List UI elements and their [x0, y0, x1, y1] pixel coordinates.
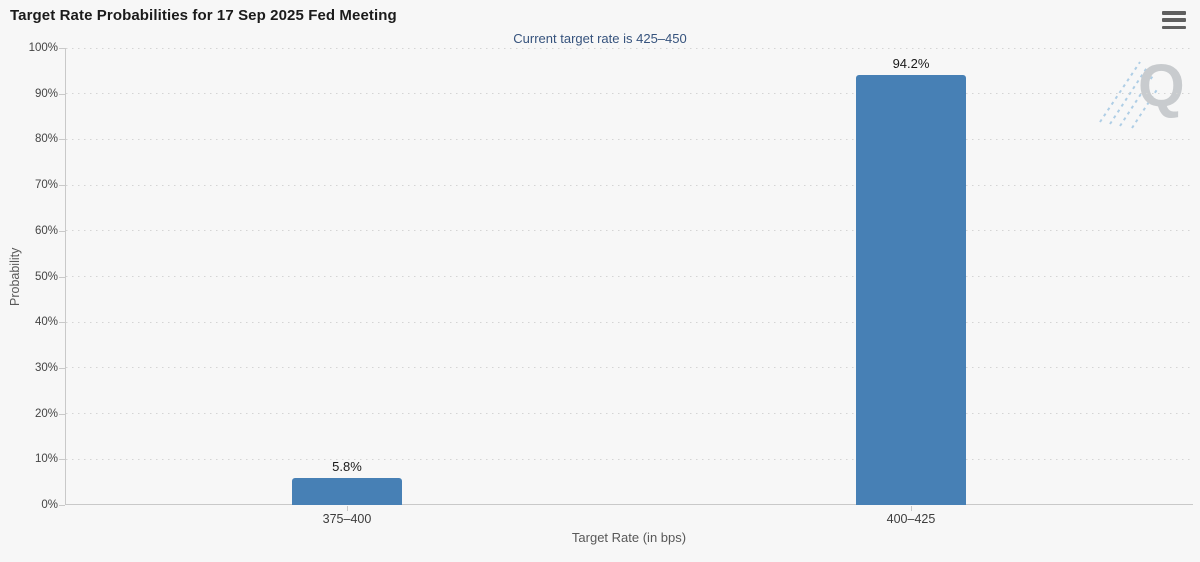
y-tick-label: 50%	[34, 270, 58, 283]
x-tick-mark	[347, 506, 348, 511]
y-tick-mark	[59, 459, 65, 461]
gridline	[66, 47, 1193, 49]
y-tick-label: 20%	[34, 407, 58, 420]
gridline	[66, 230, 1193, 232]
menu-bar	[1162, 18, 1186, 22]
gridline	[66, 321, 1193, 323]
gridline	[66, 458, 1193, 460]
bar-375–400[interactable]	[292, 478, 402, 505]
y-tick-mark	[59, 413, 65, 415]
y-tick-label: 40%	[34, 316, 58, 329]
y-tick-label: 0%	[41, 499, 58, 511]
y-tick-mark	[59, 48, 65, 49]
y-tick-label: 60%	[34, 224, 58, 237]
y-tick-label: 100%	[28, 42, 58, 54]
y-tick-label: 10%	[34, 453, 58, 466]
chart-title: Target Rate Probabilities for 17 Sep 202…	[10, 7, 397, 24]
chart-subtitle: Current target rate is 425–450	[513, 31, 687, 46]
y-tick-label: 90%	[34, 87, 58, 100]
y-axis-title: Probability	[8, 247, 22, 306]
hamburger-menu-icon[interactable]	[1162, 11, 1186, 29]
y-tick-mark	[59, 505, 65, 506]
watermark-q-letter: Q	[1138, 52, 1185, 119]
x-tick-mark	[911, 506, 912, 511]
y-tick-label: 70%	[34, 179, 58, 192]
gridline	[66, 138, 1193, 140]
y-tick-mark	[59, 93, 65, 95]
x-category-label: 400–425	[886, 512, 936, 526]
x-category-label: 375–400	[322, 512, 372, 526]
gridline	[66, 367, 1193, 369]
x-axis-title: Target Rate (in bps)	[571, 530, 687, 545]
y-tick-mark	[59, 322, 65, 324]
y-tick-mark	[59, 367, 65, 369]
gridline	[66, 93, 1193, 95]
quikstrike-watermark: Q	[1098, 50, 1198, 130]
watermark-dashes-icon	[1099, 61, 1159, 129]
menu-bar	[1162, 11, 1186, 15]
bar-value-label: 94.2%	[892, 56, 930, 71]
y-tick-label: 80%	[34, 133, 58, 146]
plot-area	[65, 47, 1193, 505]
bar-value-label: 5.8%	[332, 459, 362, 474]
y-tick-mark	[59, 276, 65, 278]
y-tick-mark	[59, 230, 65, 232]
y-tick-mark	[59, 139, 65, 141]
gridline	[66, 413, 1193, 415]
gridline	[66, 184, 1193, 186]
y-tick-label: 30%	[34, 361, 58, 374]
menu-bar	[1162, 25, 1186, 29]
y-tick-mark	[59, 185, 65, 187]
bar-400–425[interactable]	[856, 75, 966, 505]
gridline	[66, 276, 1193, 277]
